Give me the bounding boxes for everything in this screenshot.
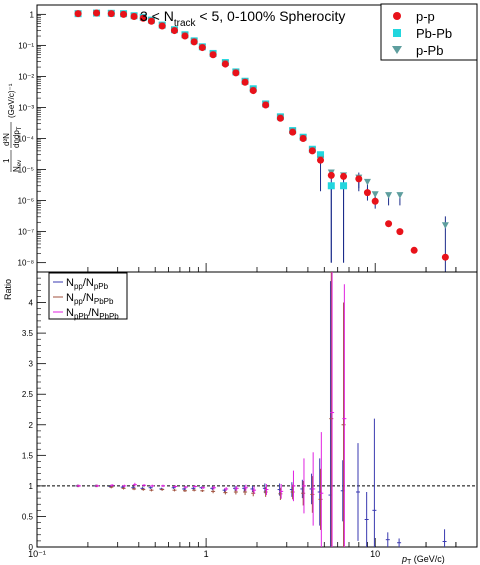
spectra-legend: p-p Pb-Pb p-Pb (380, 3, 478, 61)
spectra-point-pp (241, 78, 249, 86)
spectra-point-pp (299, 135, 307, 142)
spectra-point-pp (139, 14, 147, 22)
spectra-point-pp (130, 13, 138, 21)
spectra-point-pp (317, 156, 325, 164)
spectra-point-pp (93, 9, 101, 17)
legend-marker-pbpb (393, 29, 401, 37)
ratio-ytick-label: 2 (29, 421, 34, 430)
spectra-point-pp (190, 38, 198, 46)
spectra-point-pp (232, 69, 240, 77)
spectra-point-pp (120, 10, 128, 18)
spectra-point-pp (181, 32, 189, 40)
spectra-ylabel: 1 Nev d²N dηdpT (GeV/c)⁻¹ (2, 83, 23, 172)
legend-label-pp: p-p (416, 9, 435, 24)
ylabel-den: Nev (12, 160, 23, 172)
spectra-point-pp (410, 246, 418, 254)
spectra-point-pbpb (327, 182, 335, 190)
spectra-ytick-label: 10⁻¹ (18, 41, 34, 50)
ratio-panel: 10⁻¹ 1 10 0 0.5 1 1.5 2 2.5 3 3.5 4 Ratio Npp/NpPb … (3, 271, 478, 565)
spectra-point-pp (198, 44, 206, 52)
spectra-point-pp (396, 228, 404, 236)
spectra-point-ppb (363, 178, 371, 186)
ratio-legend-box (48, 272, 128, 320)
spectra-ytick-label: 10⁻⁶ (18, 197, 34, 206)
spectra-point-pp (276, 114, 284, 122)
spectra-ytick-label: 1 (30, 10, 35, 19)
legend-label-pbpb: Pb-Pb (416, 26, 452, 41)
spectra-point-pp (262, 101, 270, 109)
ylabel-unit: (GeV/c)⁻¹ (7, 83, 16, 118)
spectra-point-pbpb (317, 151, 325, 159)
spectra-point-pp (327, 171, 335, 179)
spectra-ytick-label: 10⁻⁴ (17, 135, 34, 144)
spectra-point-ppb (371, 191, 379, 198)
legend-marker-pp (393, 12, 401, 20)
ratio-ytick-label: 1.5 (22, 451, 34, 460)
spectra-point-pp (363, 189, 371, 197)
spectra-title: 3 < Ntrack < 5, 0-100% Spherocity (140, 8, 345, 29)
ratio-ticks: 10⁻¹ 1 10 0 0.5 1 1.5 2 2.5 3 3.5 4 (22, 271, 478, 559)
spectra-ytick-label: 10⁻⁵ (18, 166, 34, 175)
spectra-point-pp (355, 175, 363, 183)
spectra-point-pp (221, 60, 229, 68)
spectra-point-pp (107, 10, 115, 18)
spectra-point-pp (249, 87, 257, 95)
ratio-ytick-label: 4 (29, 299, 34, 308)
spectra-point-pp (308, 147, 316, 155)
legend-marker-ppb (392, 46, 402, 54)
ratio-xtick-label: 10⁻¹ (28, 549, 46, 559)
ylabel-num: 1 (2, 158, 11, 163)
spectra-point-pp (340, 172, 348, 180)
ratio-ytick-label: 3.5 (22, 329, 34, 338)
ratio-xtick-label: 10 (370, 549, 380, 559)
ratio-ytick-label: 0 (29, 543, 34, 552)
spectra-point-pp (209, 51, 217, 59)
ratio-xlabel: pT (GeV/c) (401, 554, 445, 565)
ylabel-dden: dηdpT (12, 126, 23, 148)
ratio-ytick-label: 0.5 (22, 512, 34, 521)
ratio-legend-label-pp-ppb: Npp/NpPb (66, 277, 109, 291)
spectra-ytick-label: 10⁻⁸ (18, 259, 35, 268)
spectra-ytick-label: 10⁻⁷ (18, 228, 34, 237)
ratio-ytick-label: 2.5 (22, 390, 34, 399)
ratio-ytick-label: 3 (29, 360, 34, 369)
ratio-marks (75, 272, 447, 547)
spectra-point-pbpb (340, 182, 348, 190)
spectra-point-ppb (396, 192, 404, 199)
spectra-point-pp (158, 22, 166, 30)
spectra-ytick-label: 10⁻² (18, 72, 34, 81)
ratio-legend-label-pp-pbpb: Npp/NPbPb (66, 292, 114, 306)
spectra-point-pp (441, 253, 449, 261)
ratio-ytick-label: 1 (29, 482, 34, 491)
spectra-ticks: 1 10⁻¹ 10⁻² 10⁻³ 10⁻⁴ 10⁻⁵ 10⁻⁶ 10⁻⁷ 10⁻⁸ (17, 4, 478, 272)
spectra-ytick-label: 10⁻³ (18, 103, 34, 112)
spectra-point-pp (385, 220, 393, 228)
ratio-xtick-label: 1 (204, 549, 209, 559)
spectra-point-pp (289, 128, 297, 136)
ratio-legend-label-ppb-pbpb: NpPb/NPbPb (66, 307, 119, 321)
ratio-legend: Npp/NpPb Npp/NPbPb NpPb/NPbPb (48, 272, 128, 321)
spectra-point-pp (170, 27, 178, 35)
spectra-point-ppb (385, 192, 393, 199)
spectra-point-ppb (441, 222, 449, 229)
legend-label-ppb: p-Pb (416, 43, 443, 58)
spectra-point-pp (74, 10, 82, 18)
ylabel-dnum: d²N (2, 133, 11, 146)
spectra-point-pp (371, 197, 379, 205)
spectra-marks (74, 9, 449, 272)
spectra-point-pp (147, 17, 155, 25)
ratio-ylabel: Ratio (3, 279, 13, 300)
spectra-panel: 1 10⁻¹ 10⁻² 10⁻³ 10⁻⁴ 10⁻⁵ 10⁻⁶ 10⁻⁷ 10⁻⁸ 3 < Nt… (2, 3, 478, 273)
